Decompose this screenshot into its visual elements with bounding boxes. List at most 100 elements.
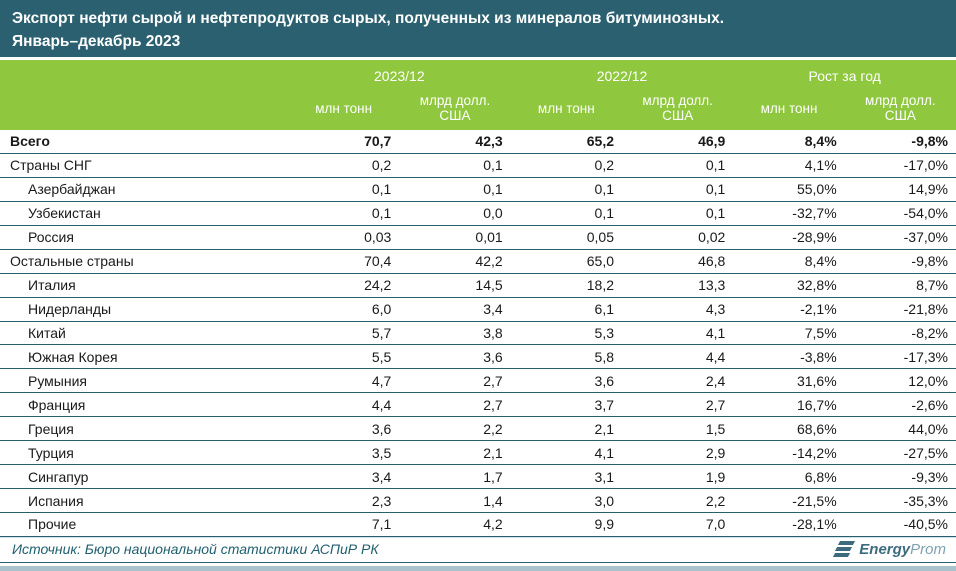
table-row: Сингапур 3,4 1,7 3,1 1,9 6,8% -9,3%	[0, 465, 956, 490]
logo-text: EnergyProm	[859, 541, 946, 558]
cell-value: 3,6	[483, 348, 503, 365]
cell-value: 0,0	[483, 205, 503, 222]
cell-value: 2,3	[371, 492, 392, 509]
table-row: Италия 24,2 14,5 18,2 13,3 32,8% 8,7%	[0, 273, 956, 298]
logo-text-energy: Energy	[859, 540, 911, 558]
subcol-tons-2022: млн тонн	[537, 100, 595, 116]
row-label: Италия	[28, 277, 76, 294]
cell-value: 6,8%	[804, 468, 837, 485]
cell-value: 0,01	[475, 229, 503, 246]
cell-value: 3,4	[483, 301, 503, 318]
cell-value: 4,4	[705, 348, 726, 365]
cell-value: 3,7	[594, 396, 614, 413]
cell-value: -9,8%	[911, 253, 948, 270]
cell-value: 2,2	[483, 420, 503, 437]
table-row: Азербайджан 0,1 0,1 0,1 0,1 55,0% 14,9%	[0, 177, 956, 202]
table-row: Румыния 4,7 2,7 3,6 2,4 31,6% 12,0%	[0, 369, 956, 394]
cell-value: -32,7%	[792, 205, 837, 222]
row-label: Россия	[28, 229, 74, 246]
cell-value: 0,1	[371, 181, 392, 198]
row-label: Сингапур	[28, 468, 89, 485]
cell-value: 24,2	[364, 277, 392, 294]
cell-value: 0,1	[483, 157, 503, 174]
cell-value: 70,7	[364, 133, 392, 150]
header-group-row: 2023/12 2022/12 Рост за год	[0, 60, 956, 86]
cell-value: 0,1	[594, 205, 614, 222]
cell-value: 70,4	[364, 253, 392, 270]
table-row: Узбекистан 0,1 0,0 0,1 0,1 -32,7% -54,0%	[0, 201, 956, 226]
cell-value: 68,6%	[796, 420, 837, 437]
table-row: Всего 70,7 42,3 65,2 46,9 8,4% -9,8%	[0, 130, 956, 154]
cell-value: 5,5	[371, 348, 392, 365]
subcol-usd-growth: млрд долл. США	[865, 93, 936, 123]
row-label: Страны СНГ	[10, 157, 92, 174]
cell-value: 4,2	[483, 516, 503, 533]
cell-value: 2,7	[483, 372, 503, 389]
table-row: Греция 3,6 2,2 2,1 1,5 68,6% 44,0%	[0, 417, 956, 442]
cell-value: 13,3	[698, 277, 726, 294]
row-label: Румыния	[28, 372, 88, 389]
cell-value: 14,9%	[908, 181, 948, 198]
row-label: Испания	[28, 492, 84, 509]
cell-value: 4,1%	[804, 157, 837, 174]
cell-value: 1,4	[483, 492, 503, 509]
cell-value: 3,6	[594, 372, 614, 389]
row-label: Южная Корея	[28, 348, 118, 365]
cell-value: 0,05	[586, 229, 614, 246]
divider-gap	[0, 57, 956, 60]
table-row: Франция 4,4 2,7 3,7 2,7 16,7% -2,6%	[0, 393, 956, 418]
cell-value: -54,0%	[903, 205, 948, 222]
cell-value: -28,9%	[792, 229, 837, 246]
cell-value: 3,8	[483, 324, 503, 341]
cell-value: 42,2	[475, 253, 503, 270]
table-row: Испания 2,3 1,4 3,0 2,2 -21,5% -35,3%	[0, 489, 956, 513]
cell-value: 1,5	[705, 420, 726, 437]
cell-value: 0,1	[594, 181, 614, 198]
cell-value: 12,0%	[908, 372, 948, 389]
table-row: Турция 3,5 2,1 4,1 2,9 -14,2% -27,5%	[0, 441, 956, 466]
cell-value: -37,0%	[903, 229, 948, 246]
cell-value: 2,7	[483, 396, 503, 413]
title-bar: Экспорт нефти сырой и нефтепродуктов сыр…	[0, 0, 956, 57]
cell-value: 4,7	[371, 372, 392, 389]
row-label: Франция	[28, 396, 86, 413]
cell-value: 5,7	[371, 324, 392, 341]
subcol-usd-2022: млрд долл. США	[642, 93, 713, 123]
cell-value: 7,1	[371, 516, 392, 533]
cell-value: -21,8%	[903, 301, 948, 318]
cell-value: 4,3	[705, 301, 726, 318]
cell-value: 6,0	[371, 301, 392, 318]
cell-value: 0,1	[705, 181, 726, 198]
cell-value: 0,1	[705, 157, 726, 174]
cell-value: 2,4	[705, 372, 726, 389]
row-label: Китай	[28, 324, 66, 341]
cell-value: 4,1	[594, 444, 614, 461]
cell-value: 3,0	[594, 492, 614, 509]
cell-value: 65,0	[586, 253, 614, 270]
header-sub-row: млн тонн млрд долл. США млн тонн млрд до…	[0, 86, 956, 130]
cell-value: 3,4	[371, 468, 392, 485]
cell-value: 18,2	[586, 277, 614, 294]
cell-value: 3,6	[371, 420, 392, 437]
cell-value: 0,1	[705, 205, 726, 222]
cell-value: 2,1	[483, 444, 503, 461]
cell-value: 65,2	[586, 133, 614, 150]
cell-value: -17,3%	[903, 348, 948, 365]
source-row: Источник: Бюро национальной статистики А…	[0, 537, 956, 563]
subcol-tons-2023: млн тонн	[315, 100, 373, 116]
table-row: Южная Корея 5,5 3,6 5,8 4,4 -3,8% -17,3%	[0, 345, 956, 370]
cell-value: 9,9	[594, 516, 614, 533]
cell-value: 2,1	[594, 420, 614, 437]
row-label: Греция	[28, 420, 74, 437]
cell-value: 4,1	[705, 324, 726, 341]
row-label: Азербайджан	[28, 181, 116, 198]
cell-value: 3,1	[594, 468, 614, 485]
column-group-growth: Рост за год	[808, 68, 881, 84]
subcol-tons-growth: млн тонн	[760, 100, 818, 116]
cell-value: 44,0%	[908, 420, 948, 437]
row-label: Нидерланды	[28, 301, 112, 318]
energyprom-e-icon	[833, 541, 856, 558]
cell-value: 0,2	[594, 157, 614, 174]
row-label: Узбекистан	[28, 205, 101, 222]
